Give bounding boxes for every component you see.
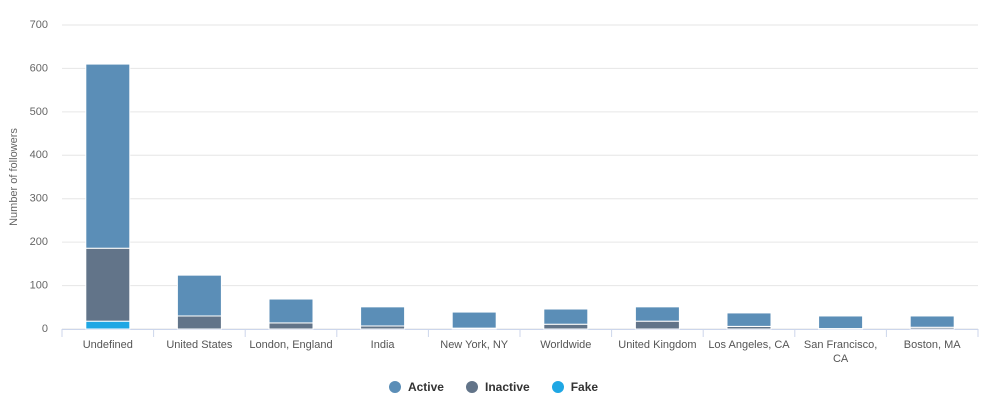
legend-label: Active bbox=[407, 380, 444, 394]
bar-segment bbox=[909, 315, 955, 328]
bar-segment bbox=[543, 308, 589, 325]
bar-segment bbox=[85, 320, 131, 330]
legend-item: Inactive bbox=[465, 380, 530, 394]
x-tick-label: United States bbox=[166, 339, 233, 351]
bar-segment bbox=[634, 306, 680, 322]
y-tick-label: 400 bbox=[30, 149, 48, 161]
legend-marker bbox=[551, 381, 564, 393]
x-tick-label: London, England bbox=[249, 339, 333, 351]
bar-segment bbox=[268, 298, 314, 324]
bar-segment bbox=[451, 311, 497, 329]
legend-item: Fake bbox=[551, 380, 599, 394]
bar-segment bbox=[543, 323, 589, 330]
x-tick-label: Los Angeles, CA bbox=[708, 339, 790, 351]
bar-segment bbox=[85, 63, 131, 249]
y-tick-label: 0 bbox=[42, 323, 48, 335]
x-tick-label: Boston, MA bbox=[903, 339, 961, 351]
bar-segment bbox=[176, 274, 222, 317]
x-tick-label: India bbox=[370, 339, 395, 351]
legend-label: Inactive bbox=[484, 380, 530, 394]
bar-segment bbox=[634, 320, 680, 330]
x-tick-label: New York, NY bbox=[440, 339, 509, 351]
bar-segment bbox=[726, 312, 772, 327]
bar-segment bbox=[818, 315, 864, 330]
legend: Active Inactive Fake bbox=[0, 380, 987, 394]
x-tick-label: Undefined bbox=[82, 339, 133, 351]
legend-item: Active bbox=[388, 380, 444, 394]
y-tick-label: 100 bbox=[30, 279, 48, 291]
y-tick-label: 600 bbox=[30, 62, 48, 74]
bar-segment bbox=[85, 247, 131, 322]
y-tick-label: 300 bbox=[30, 193, 48, 205]
x-tick-label: United Kingdom bbox=[618, 339, 697, 351]
bar-segment bbox=[268, 322, 314, 330]
bar-segment bbox=[360, 306, 406, 327]
y-tick-label: 500 bbox=[30, 106, 48, 118]
y-tick-label: 200 bbox=[30, 236, 48, 248]
legend-marker bbox=[388, 381, 401, 393]
x-tick-label: San Francisco, CA bbox=[803, 339, 878, 365]
x-tick-label: Worldwide bbox=[540, 339, 592, 351]
y-tick-label: 700 bbox=[30, 19, 48, 31]
legend-marker bbox=[465, 381, 478, 393]
bar-segment bbox=[176, 315, 222, 330]
legend-label: Fake bbox=[570, 380, 599, 394]
y-axis-label: Number of followers bbox=[8, 128, 20, 226]
